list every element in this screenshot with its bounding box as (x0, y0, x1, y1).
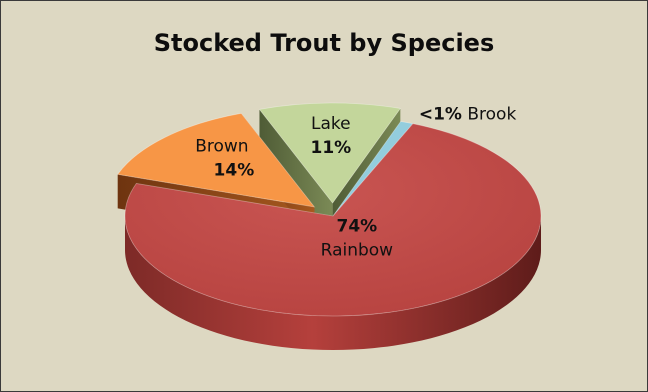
slice-value-brook: <1% (419, 105, 462, 125)
pie-slice-brook-top (332, 121, 414, 217)
pie-slice-rainbow (124, 123, 542, 350)
pie-slice-lake-cut-face (259, 109, 333, 238)
chart-title: Stocked Trout by Species (153, 29, 495, 57)
pie-slice-rainbow-side (125, 216, 541, 350)
slice-name-brown: Brown (195, 137, 248, 157)
slice-value-brown: 14% (214, 161, 255, 181)
slice-value-rainbow: 74% (337, 217, 378, 237)
slice-name-brook: Brook (462, 105, 516, 125)
slice-name-rainbow: Rainbow (321, 241, 394, 261)
slice-label-brook: <1% Brook (419, 105, 517, 125)
pie-slice-brown-top (116, 112, 316, 208)
pie-slice-lake-top (258, 102, 402, 204)
slice-value-lake: 11% (310, 138, 351, 158)
slice-name-lake: Lake (311, 114, 351, 134)
pie-slice-rainbow-top (124, 123, 542, 317)
